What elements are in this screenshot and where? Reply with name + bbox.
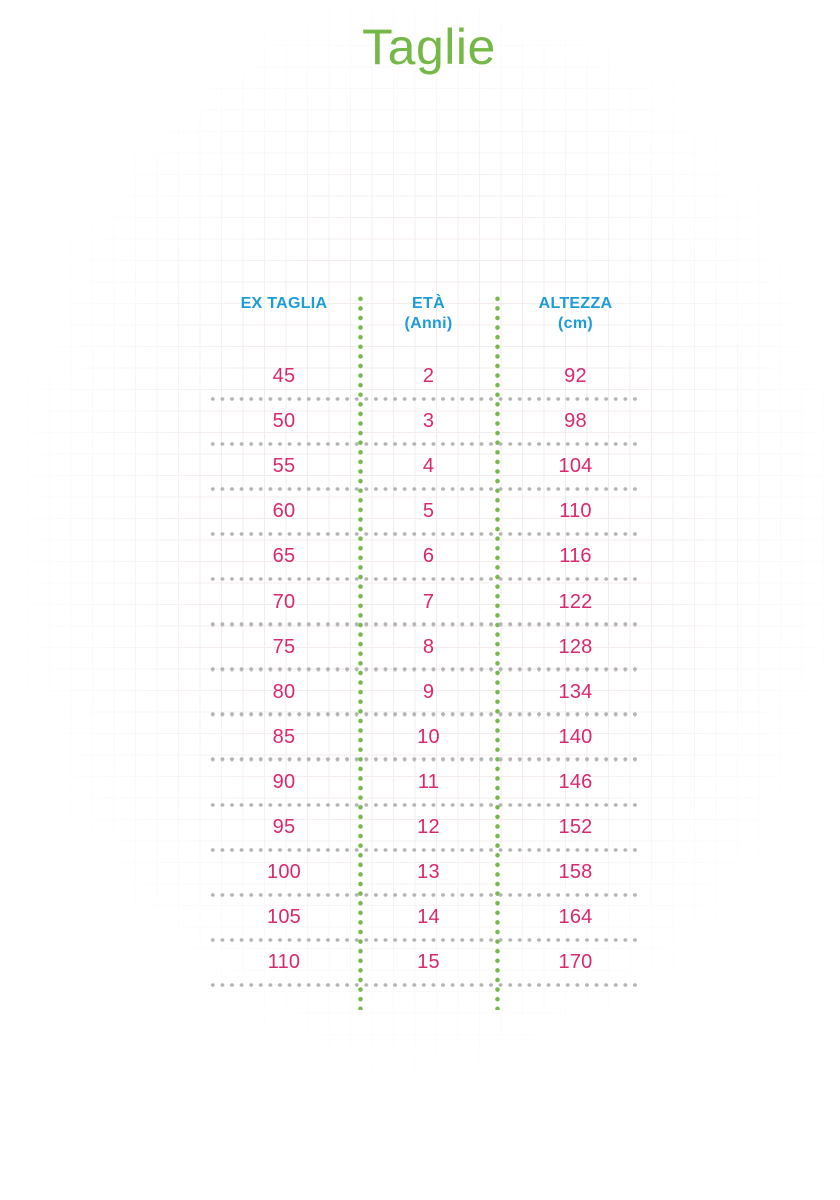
cell-ex-taglia: 110 (267, 951, 301, 974)
cell-ex-taglia: 105 (267, 906, 301, 929)
table-row: 70 7 122 (208, 579, 638, 627)
row-separator-dotted (208, 486, 638, 492)
cell-ex-taglia: 95 (272, 815, 296, 838)
header-altezza: ALTEZZA (cm) (497, 294, 638, 354)
header-altezza-label: ALTEZZA (538, 295, 613, 312)
column-separator-dotted-left (357, 294, 363, 1010)
cell-altezza: 92 (564, 365, 587, 388)
cell-altezza: 164 (558, 906, 593, 929)
table-row: 65 6 116 (208, 534, 638, 582)
header-eta: ETÀ (Anni) (360, 294, 497, 354)
cell-eta: 5 (422, 500, 435, 523)
cell-ex-taglia: 45 (272, 365, 296, 388)
header-ex-taglia-label: EX TAGLIA (240, 295, 328, 312)
table-row: 90 11 146 (208, 760, 638, 807)
cell-altezza: 140 (558, 725, 593, 748)
cell-ex-taglia: 75 (272, 635, 296, 658)
cell-eta: 9 (422, 680, 435, 703)
cell-altezza: 110 (559, 500, 592, 523)
row-separator-dotted (208, 622, 638, 627)
row-separator-dotted (208, 667, 638, 672)
row-separator-dotted (208, 441, 638, 447)
cell-eta: 6 (422, 545, 435, 568)
table-row: 85 10 140 (208, 715, 638, 762)
cell-altezza: 146 (558, 770, 593, 793)
table-row: 110 15 170 (208, 940, 638, 988)
cell-altezza: 152 (558, 815, 593, 838)
cell-eta: 3 (422, 410, 435, 433)
table-row: 50 3 98 (208, 399, 638, 447)
cell-eta: 2 (422, 365, 435, 388)
row-separator-dotted (208, 396, 638, 402)
cell-ex-taglia: 85 (272, 725, 296, 748)
header-eta-label: ETÀ (412, 295, 445, 312)
row-separator-dotted (208, 892, 638, 898)
cell-ex-taglia: 70 (272, 590, 296, 613)
row-separator-dotted (208, 802, 638, 807)
cell-ex-taglia: 60 (272, 500, 296, 523)
cell-altezza: 122 (558, 590, 593, 613)
row-separator-dotted (208, 757, 638, 762)
cell-altezza: 98 (564, 410, 587, 433)
table-row: 45 2 92 (208, 354, 638, 402)
table-row: 105 14 164 (208, 895, 638, 943)
row-separator-dotted (208, 847, 638, 853)
cell-eta: 7 (422, 590, 435, 613)
table-header-row: EX TAGLIA ETÀ (Anni) ALTEZZA (cm) (208, 290, 638, 354)
cell-altezza: 116 (559, 545, 592, 568)
header-eta-unit: (Anni) (404, 315, 453, 332)
size-table: EX TAGLIA ETÀ (Anni) ALTEZZA (cm) 45 2 9… (208, 290, 638, 1016)
cell-ex-taglia: 80 (272, 680, 296, 703)
row-separator-dotted (208, 712, 638, 717)
table-row: 100 13 158 (208, 850, 638, 898)
page-title: Taglie (362, 19, 496, 75)
cell-eta: 8 (422, 635, 435, 658)
cell-altezza: 158 (558, 861, 593, 884)
cell-eta: 15 (417, 951, 440, 974)
cell-ex-taglia: 55 (272, 455, 296, 478)
row-separator-dotted (208, 982, 638, 988)
cell-altezza: 128 (558, 635, 593, 658)
table-row: 55 4 104 (208, 444, 638, 492)
row-separator-dotted (208, 937, 638, 943)
cell-eta: 11 (417, 770, 440, 793)
column-separator-dotted-right (494, 294, 500, 1010)
table-row: 60 5 110 (208, 489, 638, 537)
cell-altezza: 170 (558, 951, 593, 974)
header-ex-taglia: EX TAGLIA (208, 294, 360, 354)
cell-ex-taglia: 65 (272, 545, 296, 568)
table-row: 75 8 128 (208, 625, 638, 672)
cell-eta: 4 (422, 455, 435, 478)
cell-altezza: 134 (558, 680, 593, 703)
cell-eta: 13 (417, 861, 440, 884)
cell-eta: 10 (417, 725, 440, 748)
cell-altezza: 104 (558, 455, 593, 478)
table-row: 80 9 134 (208, 670, 638, 717)
table-row: 95 12 152 (208, 805, 638, 853)
row-separator-dotted (208, 577, 638, 582)
cell-eta: 12 (417, 815, 440, 838)
row-separator-dotted (208, 531, 638, 537)
table-body: 45 2 92 50 3 98 55 4 104 60 5 110 65 6 1… (208, 354, 638, 988)
cell-ex-taglia: 50 (272, 410, 296, 433)
cell-eta: 14 (417, 906, 440, 929)
cell-ex-taglia: 90 (272, 770, 296, 793)
header-altezza-unit: (cm) (558, 315, 593, 332)
cell-ex-taglia: 100 (267, 861, 301, 884)
